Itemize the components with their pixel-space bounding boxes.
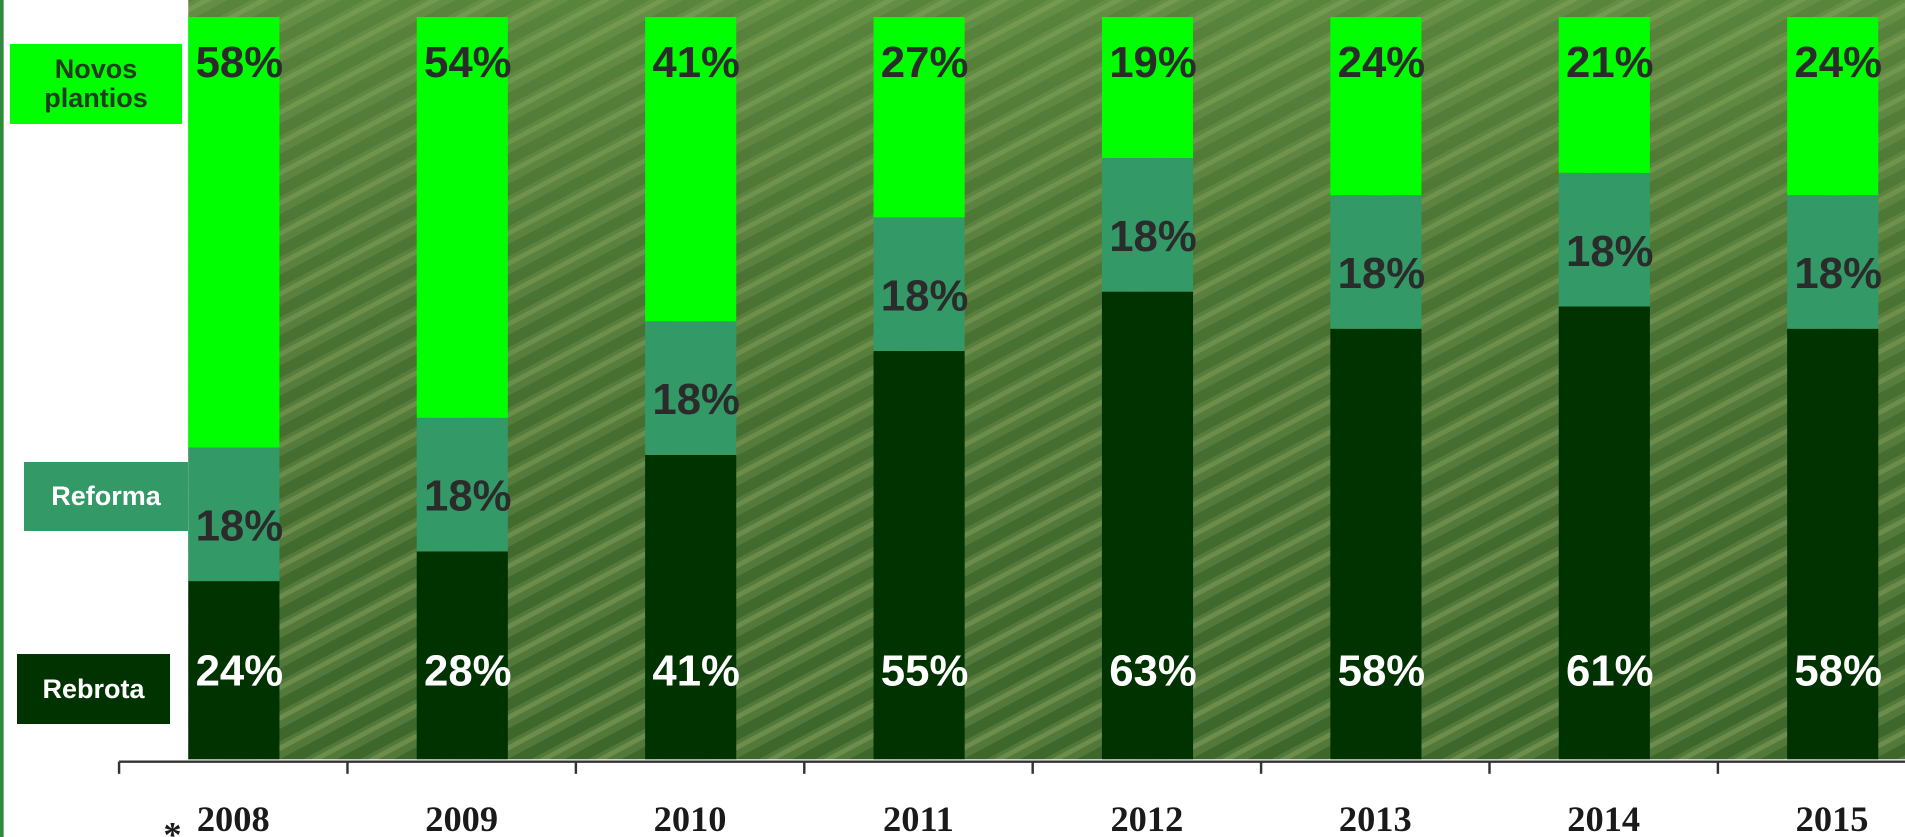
value-label: 61% [1566,647,1654,696]
left-border [0,0,4,837]
bar-segment [1787,17,1879,196]
value-label: 58% [1338,647,1426,696]
value-label: 41% [652,647,740,696]
bar-segment [1101,158,1194,292]
value-label: 24% [1338,38,1426,87]
x-tick-label: 2014 [1567,799,1640,837]
bar-segment [873,17,965,218]
bar-segment [1330,328,1422,760]
x-tick-label: 2012 [1110,799,1183,837]
bar-segment [1558,17,1650,173]
value-label: 18% [1566,227,1654,276]
legend-entry: Rebrota [17,654,170,724]
bar-segment [188,447,280,582]
bar-segment [188,581,280,760]
value-label: 18% [196,501,284,550]
value-label: 18% [881,271,969,320]
value-label: 41% [652,38,740,87]
bar-segment [645,321,737,455]
x-tick-label: 2013 [1339,799,1412,837]
value-label: 28% [424,647,512,696]
value-label: 21% [1566,38,1654,87]
bar-segment [416,417,508,552]
x-tick-label: 2011 [883,799,954,837]
value-label: 24% [1794,38,1882,87]
value-label: 18% [424,472,512,521]
annotation: * [163,815,181,837]
x-tick-label: 2015 [1796,799,1869,837]
value-label: 27% [881,38,969,87]
x-tick-label: 2010 [654,799,727,837]
bar-segment [1558,172,1650,307]
bar-segment [1558,306,1650,760]
value-label: 18% [1109,212,1197,261]
value-label: 18% [1338,249,1426,298]
value-label: 18% [652,375,740,424]
x-tick-label: 2008 [197,799,270,837]
value-label: 58% [1794,647,1882,696]
value-label: 63% [1109,647,1197,696]
bar-segment [645,17,737,322]
value-label: 19% [1109,38,1197,87]
bar-segment [1330,17,1422,196]
value-label: 18% [1794,249,1882,298]
value-label: 54% [424,38,512,87]
bar-segment [416,551,508,760]
bar-segment [416,17,508,418]
bar-segment [1330,195,1422,329]
bar-segment [1787,328,1879,760]
value-label: 55% [881,647,969,696]
bar-segment [1787,195,1879,329]
bar-segment [1101,17,1194,159]
legend-entry: Reforma [24,462,188,531]
bar-segment [1101,291,1194,760]
bar-segment [873,217,965,352]
bar-segment [873,351,965,760]
value-label: 24% [196,647,284,696]
bar-segment [645,454,737,760]
bar-segment [188,17,280,448]
value-label: 58% [196,38,284,87]
x-tick-label: 2009 [425,799,498,837]
legend-entry: Novos plantios [10,44,182,124]
